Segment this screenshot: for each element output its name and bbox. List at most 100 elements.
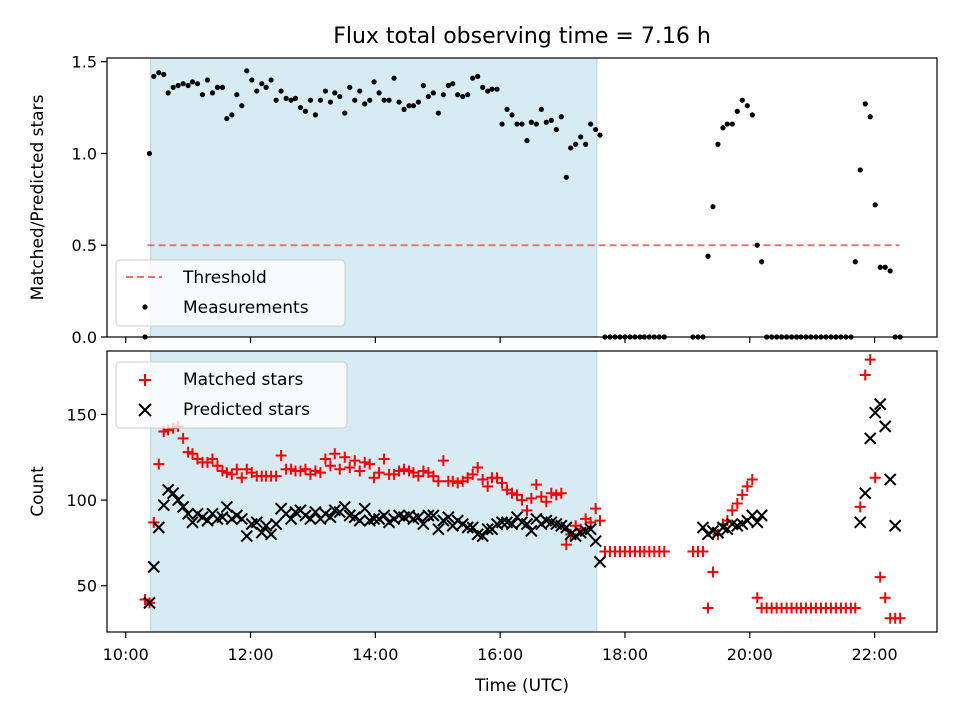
predicted-star-point [309, 505, 322, 519]
measurement-point [749, 112, 755, 118]
measurement-point [739, 97, 745, 103]
predicted-star-point [869, 406, 882, 419]
matched-star-point [373, 467, 385, 479]
matched-star-point [368, 472, 380, 484]
measurement-point [362, 101, 368, 107]
predicted-star-point [442, 510, 455, 524]
y-tick-label: 0.0 [72, 328, 97, 347]
predicted-star-point [250, 516, 263, 529]
measurement-point [514, 121, 520, 127]
measurement-point [724, 121, 730, 127]
matched-star-point [206, 453, 218, 465]
predicted-star-point [864, 432, 877, 445]
x-tick-label: 16:00 [477, 645, 523, 664]
predicted-star-point [147, 560, 161, 574]
predicted-star-point [859, 487, 872, 500]
predicted-star-point [201, 514, 214, 527]
predicted-star-point [584, 522, 597, 536]
x-tick-label: 12:00 [227, 645, 273, 664]
predicted-star-point [186, 516, 199, 529]
count-panel: 50 100 150 10:00 12:00 14:00 16:00 18:00 20:00 2… [28, 350, 938, 696]
matched-star-point [550, 489, 562, 501]
measurement-point [494, 86, 500, 92]
measurement-point [386, 97, 392, 103]
measurement-point [278, 88, 284, 94]
matched-star-point [477, 474, 489, 486]
predicted-star-point [157, 498, 170, 512]
measurement-point [189, 79, 196, 85]
measurement-point [391, 75, 397, 81]
predicted-star-point [367, 512, 381, 526]
matched-star-point [702, 602, 714, 614]
measurements-legend-swatch [142, 304, 148, 310]
matched-star-point [417, 465, 429, 477]
matched-star-point [746, 474, 758, 486]
measurement-point [317, 97, 324, 103]
predicted-star-point [593, 555, 607, 568]
ratio-x-ticks [125, 337, 876, 343]
matched-star-point [697, 545, 709, 557]
matched-star-point [555, 487, 567, 499]
measurement-point [259, 81, 265, 87]
measurement-point [234, 92, 240, 98]
measurement-point [229, 112, 235, 118]
matched-series [139, 354, 906, 624]
matched-star-point [177, 432, 189, 444]
y-tick-label: 1.0 [72, 144, 97, 163]
matched-star-point [859, 369, 871, 381]
matched-star-point [482, 480, 494, 492]
measurement-point [396, 99, 402, 105]
measurement-point [597, 132, 603, 138]
measurement-point [465, 92, 471, 98]
matched-star-point [314, 467, 326, 479]
ratio-panel-frame [106, 57, 938, 338]
measurement-point [425, 93, 431, 100]
measurement-point [593, 126, 599, 133]
ratio-legend-box [115, 259, 346, 327]
matched-star-point [511, 489, 523, 501]
matched-star-point [741, 480, 753, 492]
matched-star-point [364, 458, 376, 470]
measurement-point [410, 103, 417, 109]
measurement-point [524, 137, 530, 144]
measurement-point [528, 119, 534, 125]
measurement-point [450, 81, 456, 87]
x-tick-label: 10:00 [103, 645, 149, 664]
measurement-point [263, 84, 269, 90]
matched-star-point [594, 515, 606, 527]
measurement-point [288, 97, 294, 103]
measurement-point [307, 97, 314, 103]
matched-star-point [334, 463, 346, 475]
measurement-point [548, 117, 554, 124]
measurement-point [146, 150, 153, 157]
measurement-point [151, 73, 157, 79]
matched-star-point [491, 472, 503, 484]
count-panel-frame [106, 350, 938, 633]
measurement-point [180, 81, 186, 87]
measurement-point [371, 79, 377, 85]
measurement-point [273, 97, 279, 103]
measurement-point [415, 99, 422, 105]
measurement-point [156, 70, 162, 76]
measurement-point [744, 103, 750, 109]
matched-star-point [153, 458, 165, 470]
measurement-point [882, 264, 888, 270]
predicted-star-point [166, 487, 180, 500]
measurement-point [268, 77, 274, 83]
predicted-star-point [696, 521, 710, 534]
ratio-y-axis: 0.0 0.5 1.0 1.5 [72, 53, 107, 347]
measurement-point [165, 90, 171, 96]
predicted-star-point [874, 397, 887, 411]
measurement-point [543, 119, 549, 125]
measurement-point [499, 121, 505, 127]
measurement-point [249, 77, 255, 83]
predicted-star-point [432, 522, 445, 536]
matched-star-point [299, 463, 311, 475]
measurement-point [470, 75, 476, 81]
predicted-star-point [338, 500, 351, 514]
measurement-point [578, 134, 584, 140]
predicted-star-point [525, 524, 538, 538]
measurement-point [519, 121, 525, 127]
measurement-point [445, 82, 451, 89]
matched-star-point [432, 475, 444, 487]
